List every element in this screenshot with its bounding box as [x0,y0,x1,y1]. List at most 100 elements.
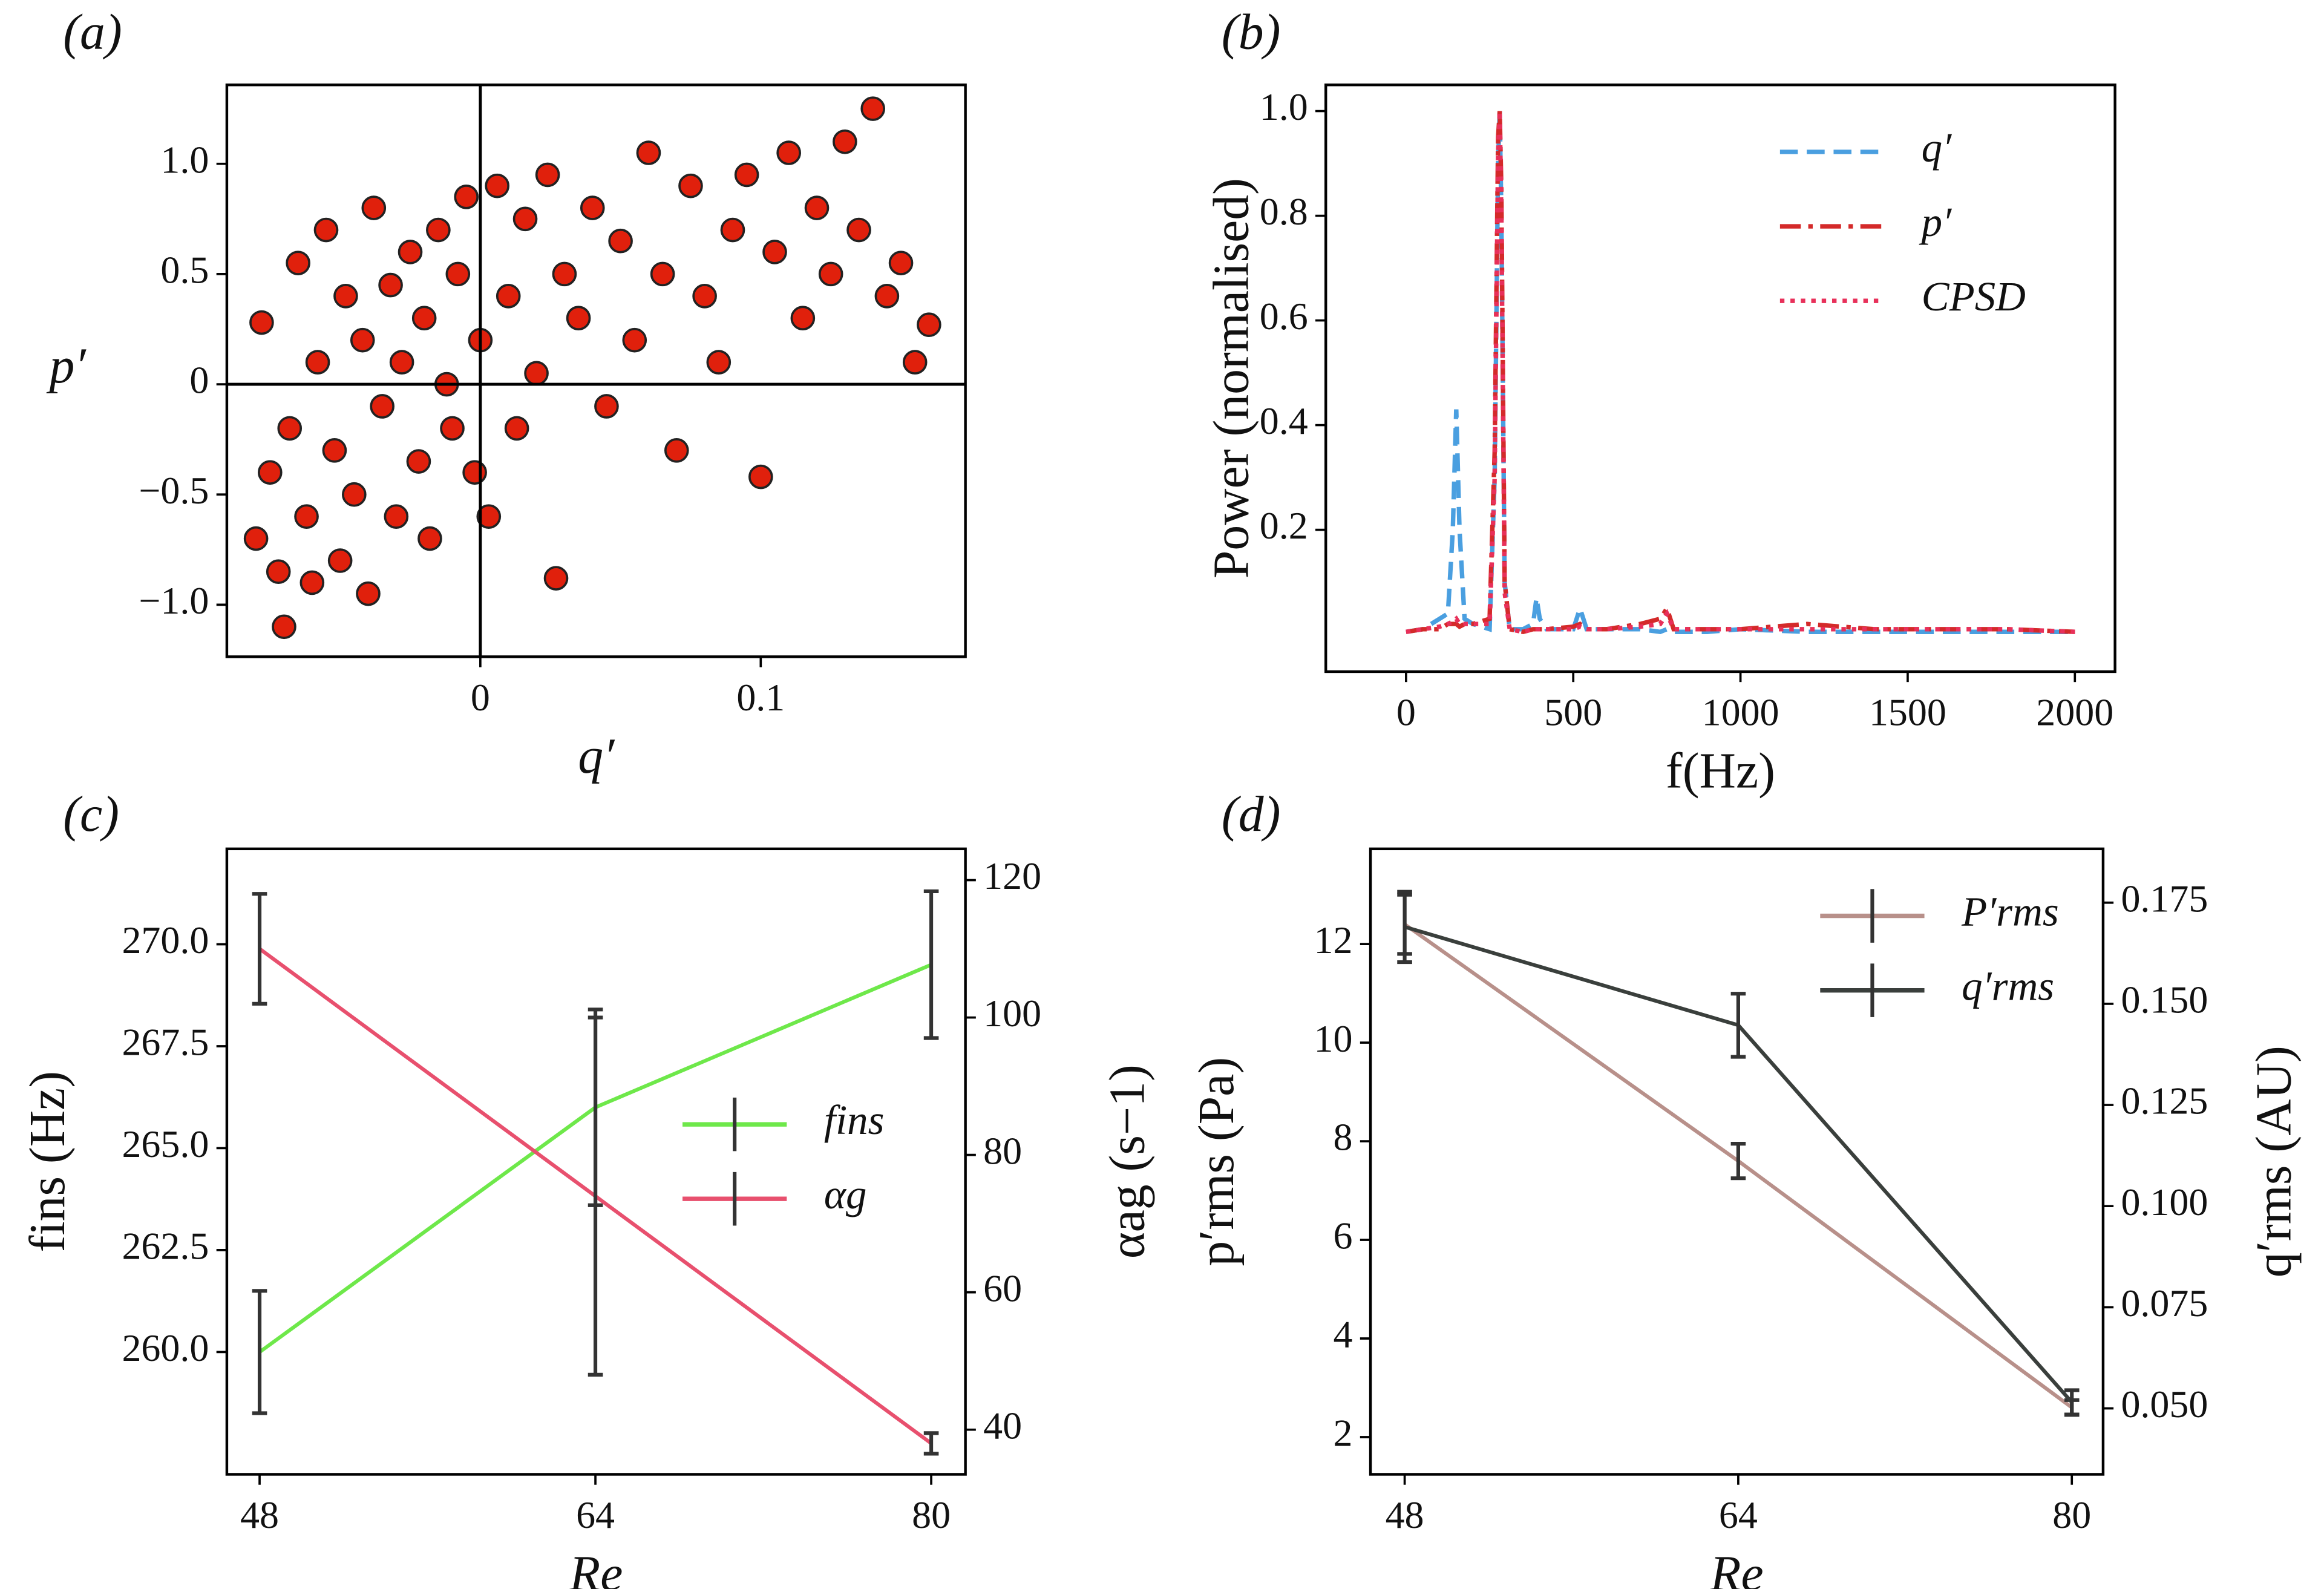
x-tick-label: 1000 [1702,690,1779,733]
scatter-point [678,173,703,198]
plot-frame [1324,84,2116,673]
scatter-point [706,350,732,375]
y-tick-label: −1.0 [139,579,209,622]
error-bar [1397,890,1412,965]
y-tick-label: 260.0 [122,1326,209,1369]
scatter-point [300,570,325,595]
scatter-point [389,350,414,375]
y-tick-label: 0.4 [1260,399,1308,442]
scatter-point [417,526,442,551]
x-tick-label: 64 [1719,1493,1758,1536]
y-tick-label: 1.0 [160,138,209,181]
scatter-point [636,140,661,165]
scatter-point [476,504,502,529]
y-tick-label: 0 [189,359,209,402]
scatter-point [277,416,303,441]
legend-label: P′rms [1961,888,2059,934]
y-tick-label: 2 [1334,1412,1353,1455]
y-tick-label: 0.8 [1260,190,1308,233]
scatter-point [286,251,310,275]
scatter-point [333,284,358,309]
series-line [1406,111,2075,635]
scatter-point [257,460,283,485]
x-tick-label: 0 [471,676,490,719]
scatter-point [384,504,409,529]
scatter-point [406,449,431,474]
x-tick-label: 48 [1386,1493,1424,1536]
series-line [1406,111,2075,635]
y-tick-label: 4 [1334,1313,1353,1356]
panel-label: (d) [1222,786,1281,842]
scatter-point [454,185,479,209]
scatter-point [512,206,538,232]
scatter-point [874,284,900,309]
scatter-point [524,361,549,386]
error-bar [1730,992,1746,1059]
scatter-point [462,460,487,485]
error-bar [252,1289,267,1415]
y-tick-label: 0.5 [160,249,209,292]
scatter-point [243,526,269,551]
y-tick-label: 265.0 [122,1122,209,1165]
y2-tick-label: 120 [983,854,1041,897]
scatter-point [776,140,801,165]
x-axis-label: q′ [578,728,615,784]
scatter-point [846,217,871,243]
legend-label: q′ [1922,125,1952,171]
x-tick-label: 80 [912,1493,951,1536]
x-tick-label: 64 [576,1493,615,1536]
y2-tick-label: 60 [983,1266,1022,1309]
scatter-point [664,438,689,463]
scatter-point [327,548,353,573]
scatter-point [342,482,367,507]
scatter-point [720,217,745,243]
y-tick-label: 0.2 [1260,504,1308,547]
scatter-point [748,464,773,490]
y-tick-label: 270.0 [122,919,209,962]
error-bar [923,1431,939,1456]
x-tick-label: 0.1 [736,676,785,719]
scatter-point [249,310,274,335]
scatter-point [485,173,509,198]
legend-label: fins [824,1097,885,1143]
plot-frame [225,847,967,1476]
scatter-point [411,306,437,331]
error-bar [588,1015,603,1377]
legend-label: αg [824,1171,867,1217]
error-bar [923,889,939,1040]
y2-tick-label: 80 [983,1129,1022,1172]
scatter-point [622,327,647,353]
scatter-point [888,251,914,275]
y-tick-label: 262.5 [122,1225,209,1268]
scatter-point [361,195,387,220]
scatter-point [566,306,591,331]
y-tick-label: 6 [1334,1214,1353,1257]
y-tick-label: 12 [1314,919,1353,962]
scatter-point [594,394,619,419]
y-tick-label: −0.5 [139,469,209,512]
scatter-point [496,284,521,309]
y2-tick-label: 0.075 [2121,1282,2208,1325]
scatter-point [543,566,569,591]
scatter-point [535,162,560,188]
scatter-point [294,504,319,529]
plot-frame [1369,847,2105,1476]
scatter-point [734,162,759,188]
scatter-point [378,272,403,298]
scatter-point [398,240,423,264]
scatter-point [322,438,347,463]
scatter-point [350,327,375,353]
y-axis-label: p′rms (Pa) [1188,1057,1245,1266]
scatter-point [266,559,291,585]
scatter-point [426,217,451,243]
scatter-point [762,240,787,264]
scatter-point [440,416,465,441]
panel-label: (c) [63,786,119,842]
y-tick-label: 267.5 [122,1021,209,1064]
scatter-point [833,129,857,154]
error-bar [2064,1388,2080,1417]
scatter-point [552,261,577,287]
x-axis-label: Re [569,1545,623,1589]
error-bar [1730,1142,1746,1181]
